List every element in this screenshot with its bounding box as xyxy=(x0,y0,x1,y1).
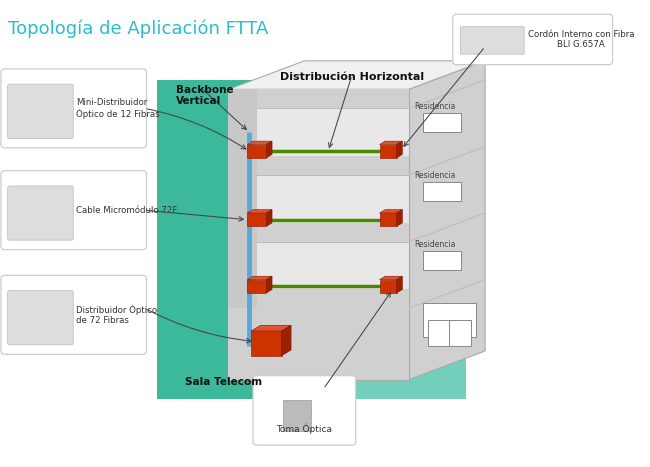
Polygon shape xyxy=(295,80,466,398)
FancyBboxPatch shape xyxy=(8,84,73,138)
Polygon shape xyxy=(251,325,291,331)
FancyBboxPatch shape xyxy=(1,276,146,354)
Polygon shape xyxy=(281,325,291,356)
Polygon shape xyxy=(380,210,402,213)
Polygon shape xyxy=(228,89,257,380)
Polygon shape xyxy=(228,156,409,175)
Polygon shape xyxy=(380,213,396,226)
FancyBboxPatch shape xyxy=(1,69,146,148)
FancyBboxPatch shape xyxy=(1,171,146,250)
Text: Distribución Horizontal: Distribución Horizontal xyxy=(280,72,424,82)
Polygon shape xyxy=(266,210,272,226)
FancyBboxPatch shape xyxy=(8,186,73,240)
Polygon shape xyxy=(266,276,272,293)
Polygon shape xyxy=(380,280,396,293)
Polygon shape xyxy=(266,141,272,158)
Text: Distribuidor Óptico
de 72 Fibras: Distribuidor Óptico de 72 Fibras xyxy=(76,304,157,325)
Text: Topología de Aplicación FTTA: Topología de Aplicación FTTA xyxy=(8,20,268,38)
FancyBboxPatch shape xyxy=(423,182,462,201)
Polygon shape xyxy=(247,145,266,158)
Polygon shape xyxy=(380,141,402,145)
Polygon shape xyxy=(251,331,281,356)
FancyBboxPatch shape xyxy=(460,27,524,54)
Polygon shape xyxy=(247,210,272,213)
FancyBboxPatch shape xyxy=(423,251,462,270)
Polygon shape xyxy=(247,213,266,226)
FancyBboxPatch shape xyxy=(423,304,476,337)
Polygon shape xyxy=(157,80,295,398)
Polygon shape xyxy=(228,289,409,308)
Polygon shape xyxy=(409,61,485,380)
Text: Residencia: Residencia xyxy=(414,102,455,111)
Text: Residencia: Residencia xyxy=(414,171,455,180)
Polygon shape xyxy=(228,89,409,380)
Text: Backbone
Vertical: Backbone Vertical xyxy=(176,85,233,106)
FancyBboxPatch shape xyxy=(253,376,356,445)
FancyBboxPatch shape xyxy=(283,400,311,431)
Text: Residencia: Residencia xyxy=(414,240,455,249)
Text: Cordón Interno con Fibra
BLI G.657A: Cordón Interno con Fibra BLI G.657A xyxy=(528,30,634,49)
Polygon shape xyxy=(396,141,402,158)
Polygon shape xyxy=(396,276,402,293)
Polygon shape xyxy=(247,276,272,280)
Text: Mini-Distribuidor
Óptico de 12 Fibras: Mini-Distribuidor Óptico de 12 Fibras xyxy=(76,98,160,119)
Polygon shape xyxy=(228,89,409,108)
Polygon shape xyxy=(228,223,409,241)
FancyBboxPatch shape xyxy=(428,319,471,346)
Polygon shape xyxy=(247,280,266,293)
Text: Toma Óptica: Toma Óptica xyxy=(276,423,332,434)
Polygon shape xyxy=(380,145,396,158)
FancyBboxPatch shape xyxy=(8,290,73,345)
Polygon shape xyxy=(228,61,485,89)
FancyBboxPatch shape xyxy=(423,113,462,132)
Polygon shape xyxy=(228,308,409,380)
Polygon shape xyxy=(247,141,272,145)
Text: Sala Telecom: Sala Telecom xyxy=(185,377,263,387)
Polygon shape xyxy=(380,276,402,280)
Polygon shape xyxy=(396,210,402,226)
Text: Cable Micromódulo 72F: Cable Micromódulo 72F xyxy=(76,205,177,215)
FancyBboxPatch shape xyxy=(453,14,612,64)
